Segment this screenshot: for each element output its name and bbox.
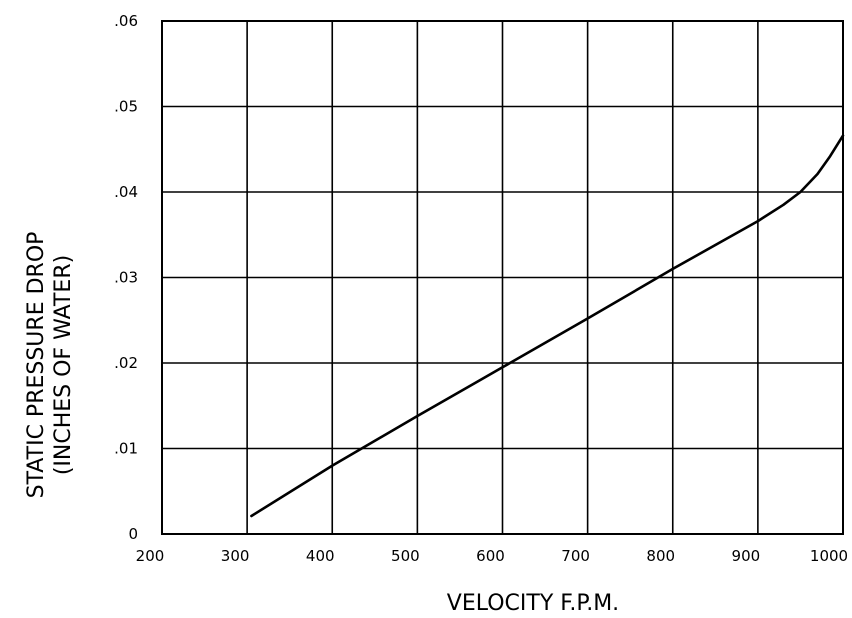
x-tick-label: 500 xyxy=(391,547,420,565)
x-tick-label: 400 xyxy=(306,547,335,565)
y-tick-label: .01 xyxy=(114,440,138,458)
plot-frame xyxy=(161,20,844,535)
y-axis-label: STATIC PRESSURE DROP (INCHES OF WATER) xyxy=(24,232,76,499)
y-tick-label: 0 xyxy=(128,525,138,543)
y-tick-label: .02 xyxy=(114,354,138,372)
x-axis-label: VELOCITY F.P.M. xyxy=(447,591,619,616)
y-tick-label: .04 xyxy=(114,183,138,201)
x-tick-labels: 200 300 400 500 600 700 800 900 1000 xyxy=(136,547,848,565)
y-tick-label: .03 xyxy=(114,269,138,287)
y-tick-labels: 0 .01 .02 .03 .04 .05 .06 xyxy=(114,12,138,543)
x-tick-label: 900 xyxy=(732,547,761,565)
x-tick-label: 700 xyxy=(561,547,590,565)
grid xyxy=(162,21,843,534)
y-tick-label: .06 xyxy=(114,12,138,30)
x-tick-label: 600 xyxy=(476,547,505,565)
y-axis-label-line-1: STATIC PRESSURE DROP xyxy=(24,232,49,499)
y-tick-label: .05 xyxy=(114,98,138,116)
series-line xyxy=(250,134,845,518)
x-tick-label: 300 xyxy=(221,547,250,565)
series-layer xyxy=(250,134,845,518)
y-axis-label-line-2: (INCHES OF WATER) xyxy=(51,255,76,475)
x-tick-label: 1000 xyxy=(810,547,848,565)
x-tick-label: 800 xyxy=(646,547,675,565)
x-tick-label: 200 xyxy=(136,547,165,565)
